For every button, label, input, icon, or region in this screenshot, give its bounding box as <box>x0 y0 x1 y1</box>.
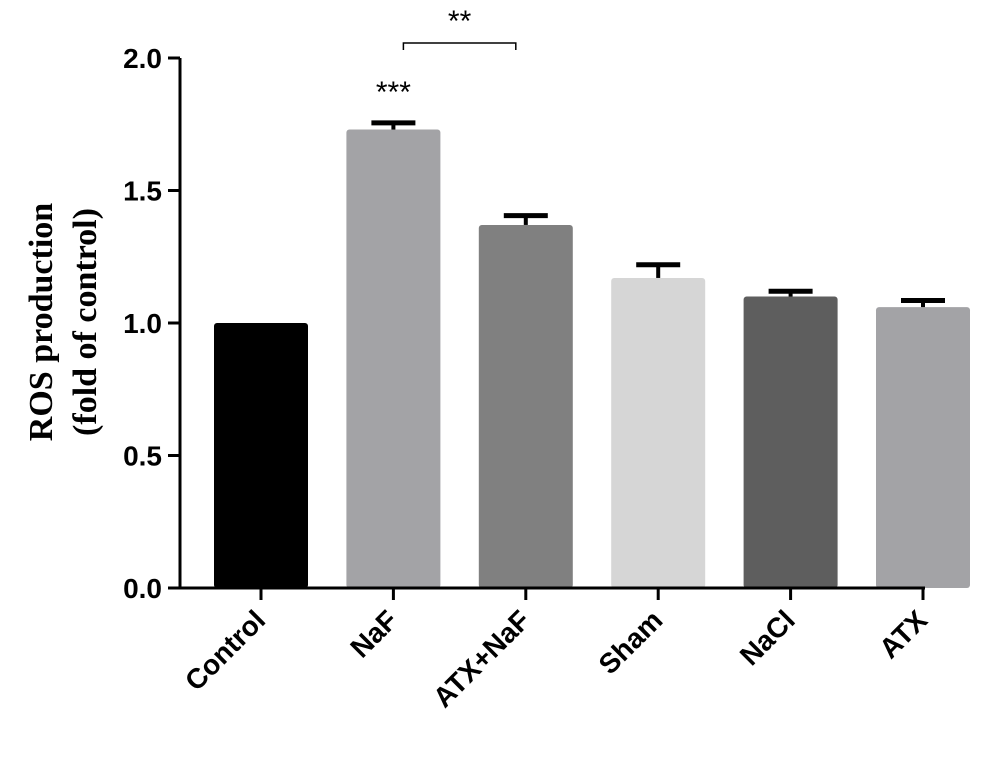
x-tick-label: NaCl <box>734 604 801 671</box>
x-tick-label: ATX <box>873 604 933 664</box>
bar-control <box>214 323 308 588</box>
x-tick-label: Sham <box>593 604 669 680</box>
y-tick-label: 0.5 <box>123 441 162 472</box>
bar-nacl <box>743 296 838 588</box>
y-tick-label: 2.0 <box>123 43 162 74</box>
bar-atx-naf <box>478 224 573 588</box>
significance-label: ** <box>448 5 472 38</box>
bar-atx <box>876 307 970 588</box>
bar-sham <box>611 277 706 588</box>
y-tick-label: 1.0 <box>123 308 162 339</box>
x-tick-label: ATX+NaF <box>427 604 536 713</box>
bars-group <box>214 129 970 589</box>
y-tick-label: 1.5 <box>123 176 162 207</box>
y-axis-title-line1: ROS production <box>23 203 60 441</box>
significance-label: *** <box>376 76 411 109</box>
x-tick-label: Control <box>179 604 271 696</box>
y-axis-title: ROS production (fold of control) <box>23 203 104 441</box>
error-bars-group <box>371 120 945 308</box>
y-tick-label: 0.0 <box>123 573 162 604</box>
x-ticks-group: Control NaF ATX+NaF Sham NaCl ATX <box>179 588 933 713</box>
x-tick-label: NaF <box>344 604 403 663</box>
significance-bracket <box>402 42 517 50</box>
y-axis-title-line2: (fold of control) <box>67 208 104 436</box>
bar-naf <box>346 129 441 589</box>
annotations-group: ***** <box>376 5 517 109</box>
y-ticks-group: 0.0 0.5 1.0 1.5 2.0 <box>123 43 180 604</box>
